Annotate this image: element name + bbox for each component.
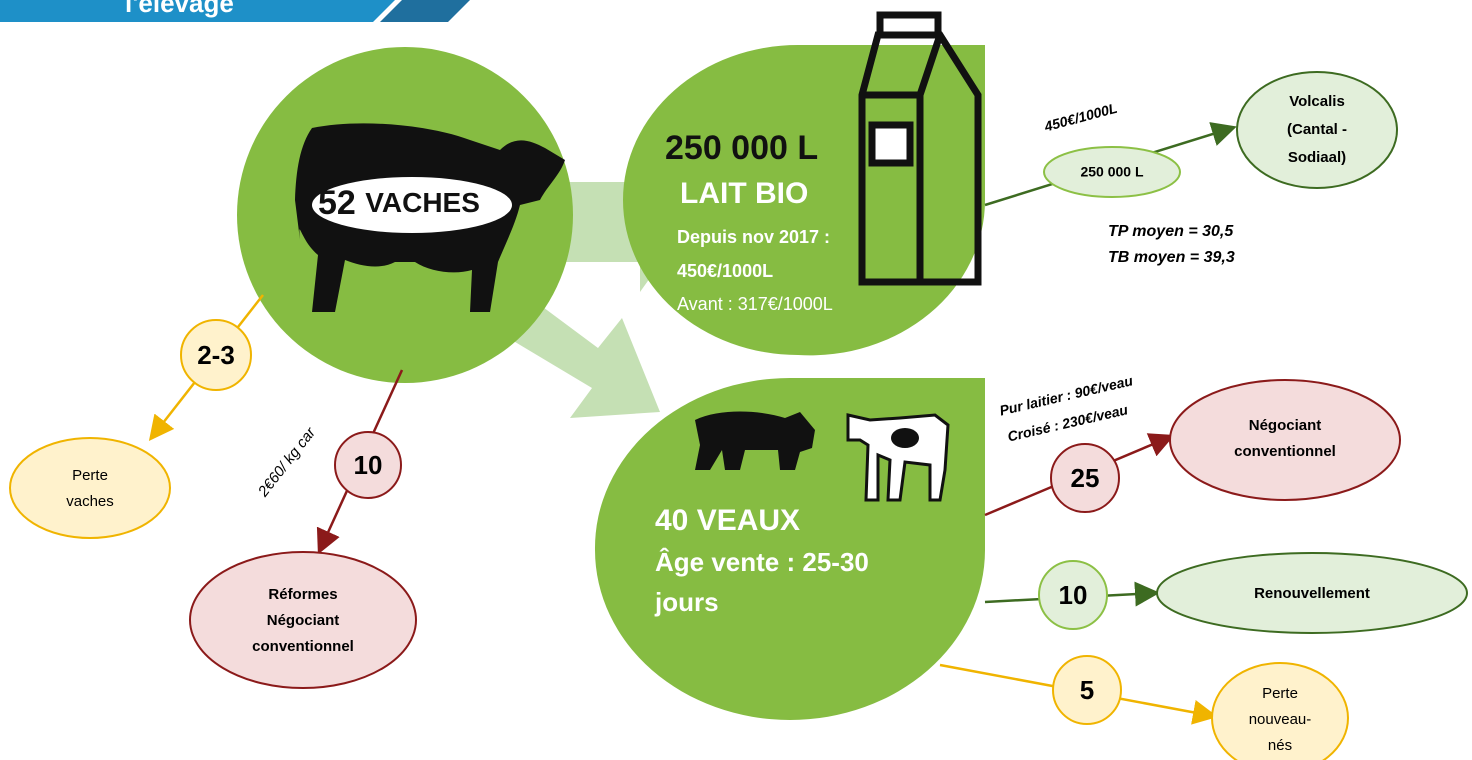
header-band [0,0,395,22]
milk-price: 450€/1000L [677,261,773,281]
buyer-line: (Cantal - [1287,121,1347,138]
loss-line: nouveau- [1249,711,1312,728]
buyer-line: Sodiaal) [1288,149,1346,166]
calf-icon [846,413,950,502]
buyer-line: Volcalis [1289,93,1345,110]
buyer-ellipse [189,551,417,689]
calves-age: Âge vente : 25-30 [655,547,869,577]
volume-ellipse [1043,146,1181,198]
loss-ellipse [1211,662,1349,760]
buyer-line: conventionnel [252,638,354,655]
calves-label: 40 VEAUX [655,504,800,537]
sale-count: 25 [1071,463,1100,493]
milk-carton [858,11,982,286]
culls-count: 10 [354,450,383,480]
milk-since: Depuis nov 2017 : [677,227,830,247]
herd-unit: VACHES [365,187,480,218]
milk-flow-volume: 250 000 L [1080,164,1143,180]
renewal-ellipse [1156,552,1468,634]
herd-count: 52 [318,184,356,222]
count-circle [180,319,252,391]
milk-tb: TB moyen = 39,3 [1108,249,1235,266]
label-patch [312,177,512,233]
milk-before: Avant : 317€/1000L [677,294,833,314]
header-band-dark [380,0,470,22]
milk-volume: 250 000 L [665,129,818,167]
milk-tp: TP moyen = 30,5 [1108,223,1234,240]
count-circle [334,431,402,499]
buyer-line: Négociant [267,612,340,629]
flow-arrow [495,290,660,418]
calf-spot [891,428,919,448]
buyer-line: conventionnel [1234,443,1336,460]
loss-ellipse [9,437,171,539]
calf-loss-count: 5 [1080,675,1094,705]
count-circle [1038,560,1108,630]
loss-line: Perte [72,467,108,484]
cow-loss-count: 2-3 [197,340,235,370]
calves-age: jours [654,587,719,617]
loss-line: nés [1268,737,1292,754]
milk-label: LAIT BIO [680,177,808,210]
header-title: l'élevage [125,0,234,18]
milk-flow-price: 450€/1000L [1042,100,1119,135]
loss-line: Perte [1262,685,1298,702]
calf-icon [695,411,815,470]
renewal-label: Renouvellement [1254,585,1370,602]
buyer-ellipse [1236,71,1398,189]
culls-price: 2€60/ kg car [254,424,319,501]
buyer-line: Négociant [1249,417,1322,434]
herd-label: 52 VACHES [318,184,480,222]
buyer-line: Réformes [268,586,337,603]
count-circle [1052,655,1122,725]
renewal-count: 10 [1059,580,1088,610]
calves-blob [594,378,985,720]
loss-line: vaches [66,493,114,510]
count-circle [1050,443,1120,513]
buyer-ellipse [1169,379,1401,501]
